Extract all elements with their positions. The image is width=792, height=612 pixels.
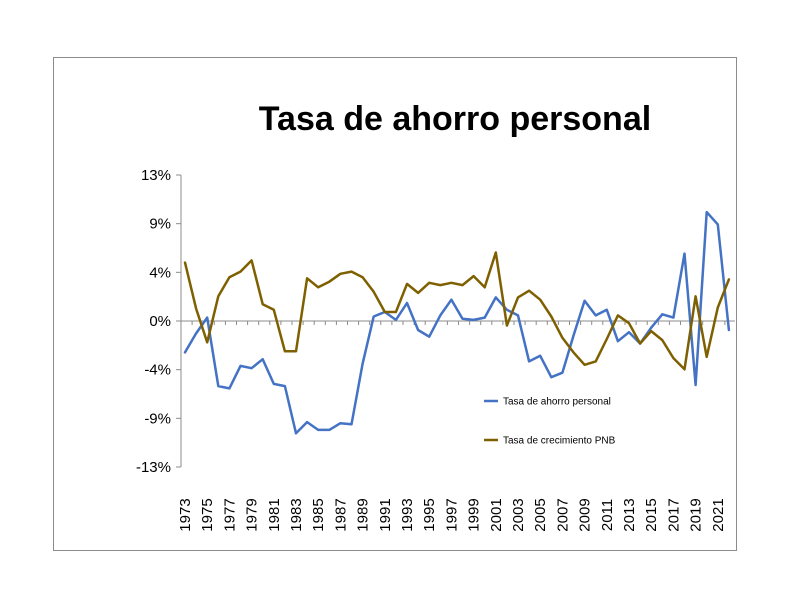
y-tick-label: -9% [144, 410, 171, 427]
x-tick-label: 1973 [177, 498, 194, 531]
y-tick-label: 4% [149, 264, 171, 281]
x-tick-label: 2009 [577, 498, 594, 531]
y-axis: 13% 9% 4% 0% -4% -9% -13% [136, 167, 182, 476]
y-tick-label: -13% [136, 459, 171, 476]
x-tick-label: 1993 [399, 498, 416, 531]
y-tick-label: 13% [141, 167, 171, 184]
x-tick-label: 2005 [532, 498, 549, 531]
x-tick-label: 1991 [377, 498, 394, 531]
x-tick-label: 2003 [510, 498, 527, 531]
x-tick-label: 1981 [266, 498, 283, 531]
x-tick-label: 1979 [244, 498, 261, 531]
legend: Tasa de ahorro personal Tasa de crecimien… [484, 397, 616, 447]
legend-label: Tasa de crecimiento PNB [503, 436, 616, 447]
x-tick-label: 1995 [421, 498, 438, 531]
x-tick-label: 2013 [621, 498, 638, 531]
x-tick-label: 1997 [443, 498, 460, 531]
x-tick-label: 1985 [310, 498, 327, 531]
y-tick-label: 9% [149, 216, 171, 233]
chart-title: Tasa de ahorro personal [258, 100, 652, 138]
x-tick-label: 2017 [665, 498, 682, 531]
x-tick-label: 1975 [199, 498, 216, 531]
x-tick-label: 2001 [488, 498, 505, 531]
x-tick-label: 2019 [688, 498, 705, 531]
legend-label: Tasa de ahorro personal [503, 397, 611, 408]
x-tick-label: 1983 [288, 498, 305, 531]
x-tick-label: 2015 [643, 498, 660, 531]
series-line-2 [183, 251, 731, 371]
series-lines [183, 210, 731, 435]
x-tick-label: 2011 [599, 499, 616, 531]
x-tick-label: 1989 [355, 498, 372, 531]
x-tick-label: 2021 [710, 498, 727, 531]
y-tick-label: 0% [149, 313, 171, 330]
x-axis: 1973 1975 1977 1979 1981 1983 1985 1987 1989 1991… [177, 320, 735, 532]
x-tick-label: 1987 [332, 498, 349, 531]
y-tick-label: -4% [144, 362, 171, 379]
x-tick-label: 1977 [221, 498, 238, 531]
x-tick-label: 2007 [554, 498, 571, 531]
x-tick-label: 1999 [466, 498, 483, 531]
chart-frame [53, 57, 737, 551]
